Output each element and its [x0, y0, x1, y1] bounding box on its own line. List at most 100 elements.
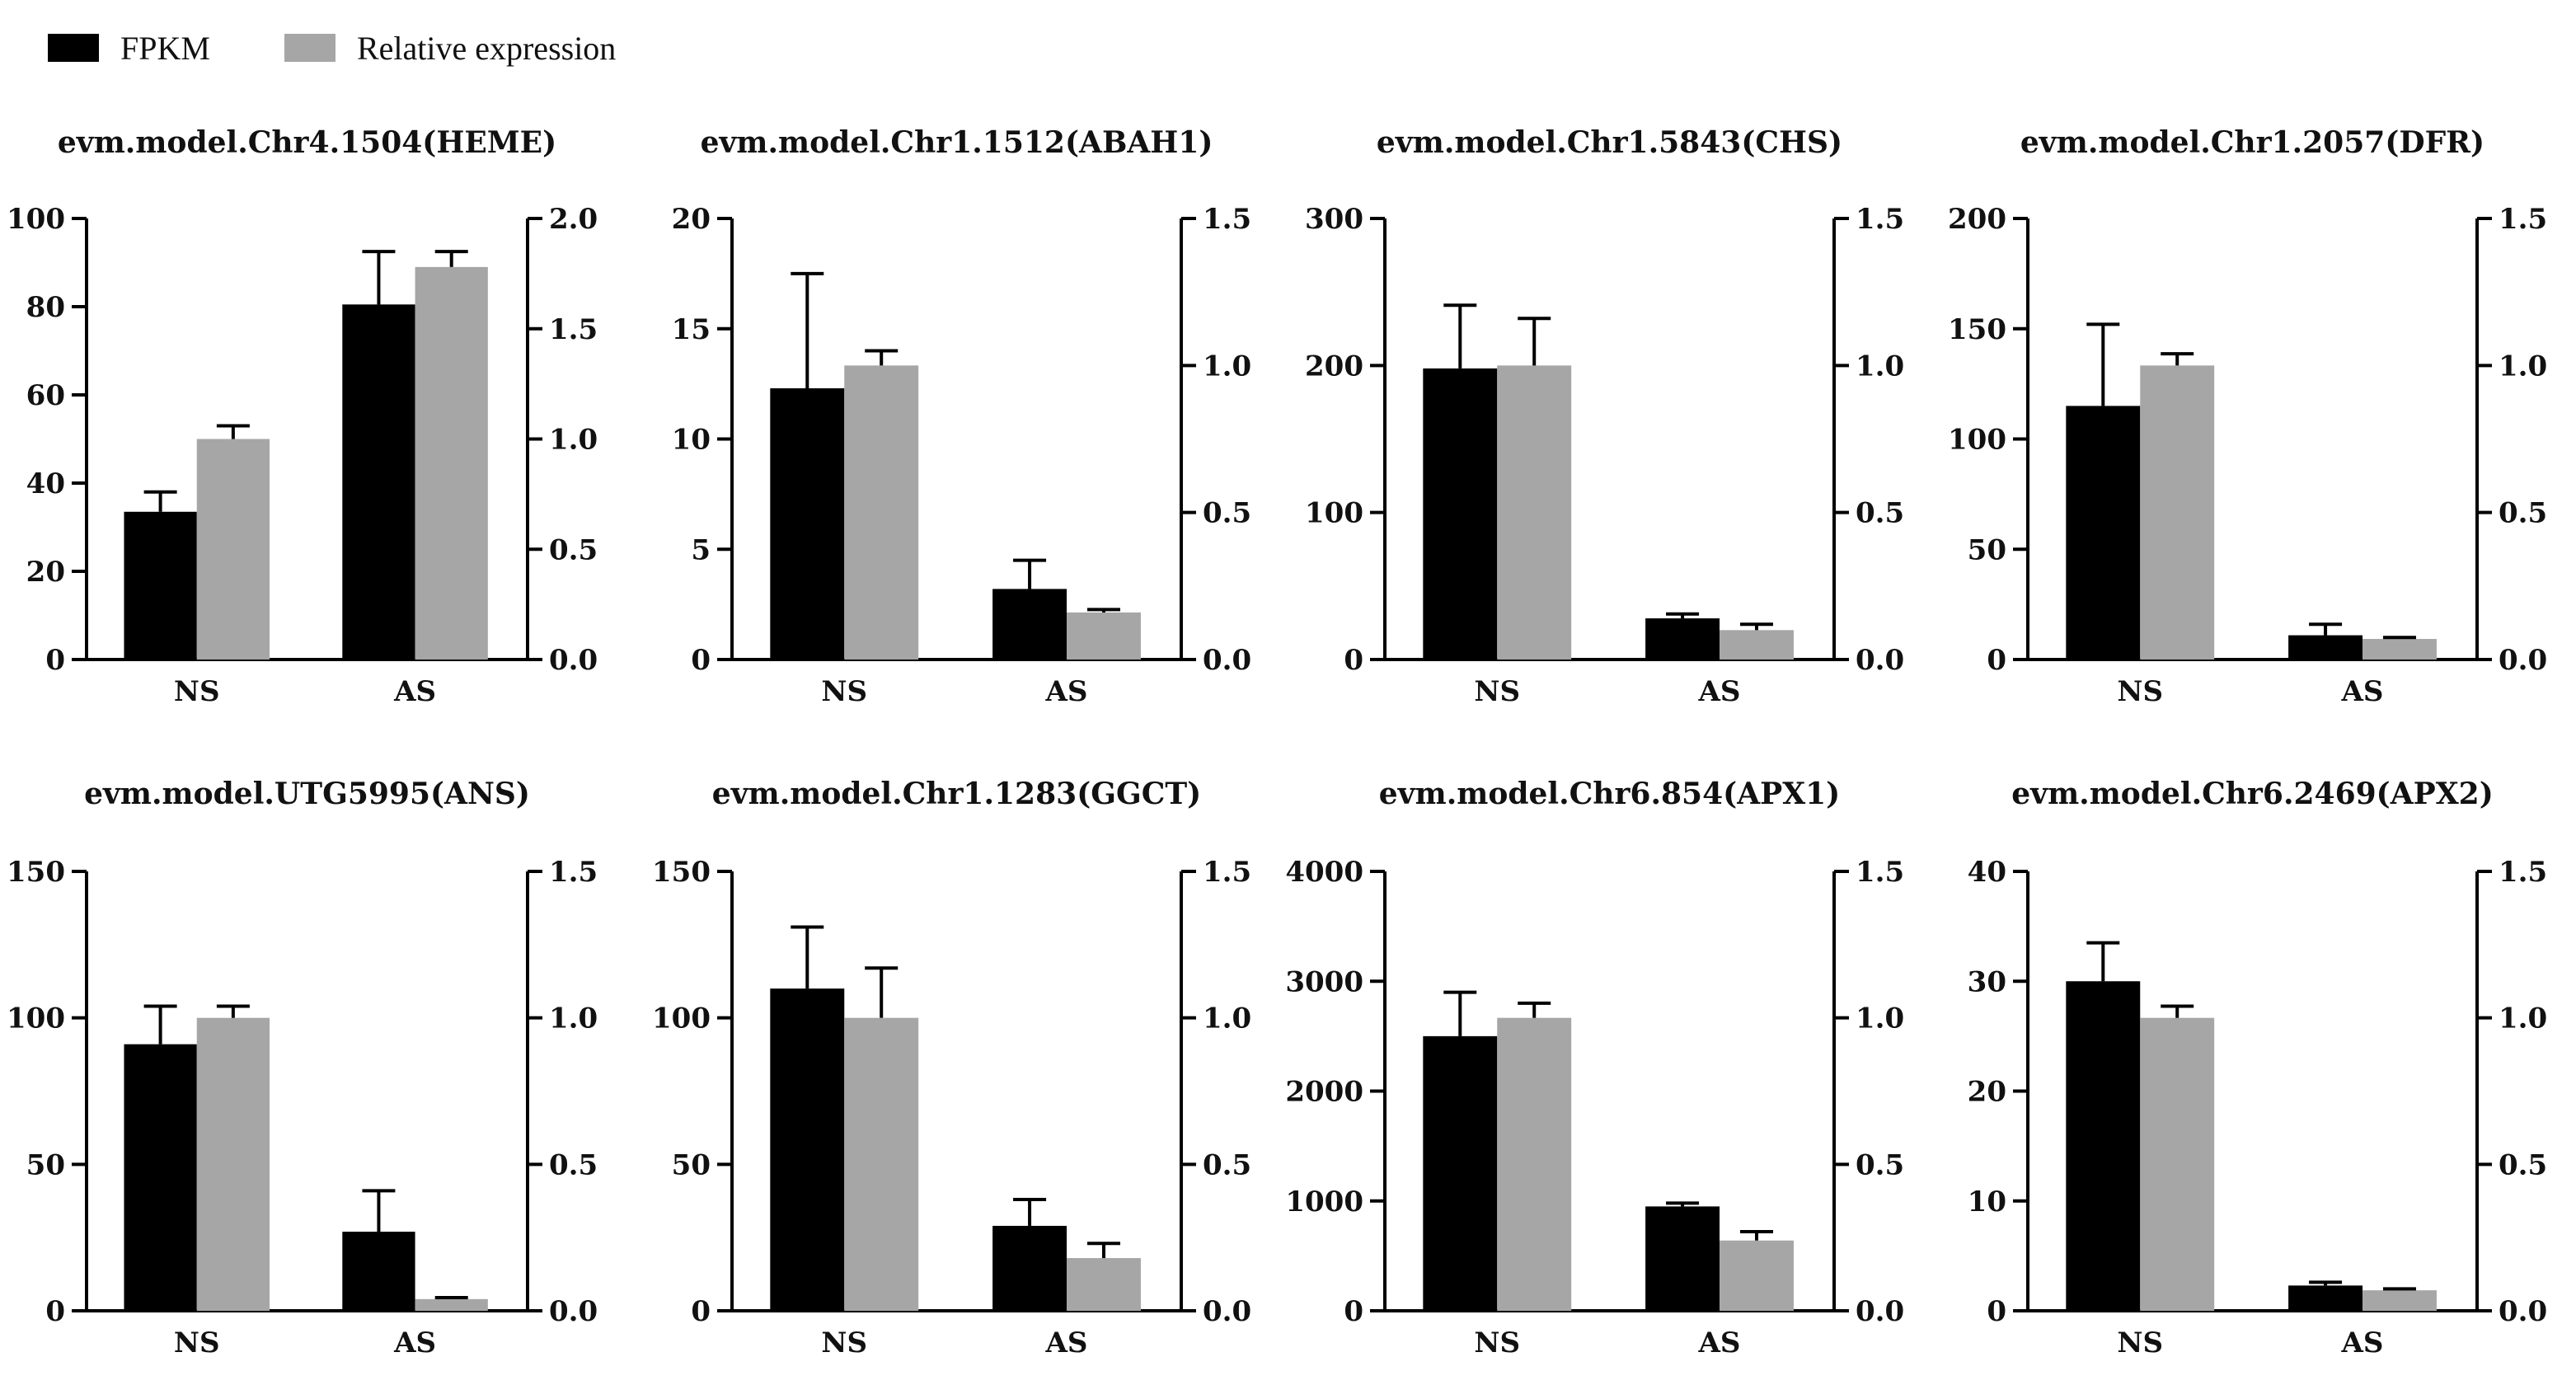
category-label: NS — [1474, 675, 1520, 708]
left-tick-label: 1000 — [1285, 1185, 1363, 1218]
bar-fpkm-as — [342, 304, 415, 660]
right-tick-label: 1.5 — [1203, 203, 1251, 236]
category-label: AS — [2341, 1326, 2384, 1359]
left-tick-label: 0 — [45, 644, 65, 677]
bar-fpkm-as — [2288, 1285, 2363, 1311]
bar-relative-expression-as — [2363, 639, 2437, 660]
left-tick-label: 100 — [1948, 424, 2006, 457]
left-tick-label: 50 — [1968, 533, 2006, 566]
right-tick-label: 1.0 — [1203, 350, 1251, 383]
legend: FPKM Relative expression — [48, 23, 616, 73]
left-tick-label: 100 — [1305, 497, 1363, 530]
right-tick-label: 1.0 — [549, 424, 598, 457]
right-tick-label: 1.5 — [2499, 856, 2547, 889]
right-tick-label: 1.5 — [1203, 856, 1251, 889]
left-tick-label: 5 — [691, 533, 711, 566]
chart-title: evm.model.Chr1.5843(CHS) — [1377, 125, 1842, 160]
bar-fpkm-ns — [2066, 406, 2141, 660]
left-tick-label: 150 — [7, 856, 65, 889]
bar-fpkm-as — [342, 1232, 415, 1311]
bar-relative-expression-as — [415, 266, 488, 660]
bar-relative-expression-ns — [844, 1017, 919, 1311]
right-tick-label: 1.5 — [1856, 856, 1904, 889]
category-label: AS — [393, 675, 436, 708]
category-label: AS — [1698, 1326, 1741, 1359]
right-tick-label: 1.5 — [549, 856, 598, 889]
right-tick-label: 0.5 — [1203, 497, 1251, 530]
bar-relative-expression-ns — [1497, 1017, 1572, 1311]
left-tick-label: 150 — [652, 856, 711, 889]
bar-relative-expression-as — [1067, 612, 1141, 660]
right-tick-label: 0.0 — [1856, 644, 1904, 677]
left-tick-label: 40 — [26, 467, 65, 500]
chart-title: evm.model.Chr1.1512(ABAH1) — [701, 125, 1213, 160]
right-tick-label: 1.5 — [2499, 203, 2547, 236]
bar-relative-expression-as — [2363, 1290, 2437, 1311]
left-tick-label: 4000 — [1285, 856, 1363, 889]
chart-panel-6: evm.model.Chr1.1283(GGCT) 0 50 100 150 0.0 0.5… — [652, 777, 1251, 1359]
bar-fpkm-as — [992, 589, 1067, 660]
bar-relative-expression-ns — [196, 1017, 270, 1311]
legend-label-relative-expression: Relative expression — [356, 29, 617, 67]
chart-title: evm.model.UTG5995(ANS) — [84, 777, 530, 811]
category-label: NS — [821, 675, 867, 708]
left-tick-label: 0 — [691, 644, 711, 677]
bar-fpkm-as — [1645, 1206, 1720, 1311]
category-label: NS — [174, 1326, 220, 1359]
chart-panel-3: evm.model.Chr1.5843(CHS) 0 100 200 300 0.0 0.5… — [1305, 125, 1904, 708]
right-tick-label: 1.0 — [1203, 1002, 1251, 1035]
chart-title: evm.model.Chr6.854(APX1) — [1379, 777, 1840, 811]
category-label: NS — [2117, 675, 2163, 708]
left-tick-label: 20 — [672, 203, 711, 236]
bar-relative-expression-as — [1720, 1240, 1794, 1311]
left-tick-label: 0 — [1987, 1295, 2006, 1328]
bar-relative-expression-ns — [2140, 1017, 2215, 1311]
chart-panel-4: evm.model.Chr1.2057(DFR) 0 50 100 150 200 0.0 0… — [1948, 125, 2547, 708]
category-label: AS — [1698, 675, 1741, 708]
bar-relative-expression-ns — [196, 439, 270, 660]
right-tick-label: 0.0 — [1203, 644, 1251, 677]
category-label: AS — [2341, 675, 2384, 708]
legend-label-fpkm: FPKM — [120, 29, 210, 67]
bar-fpkm-ns — [1423, 1035, 1498, 1311]
bar-fpkm-ns — [124, 1044, 197, 1311]
right-tick-label: 0.5 — [2499, 1148, 2547, 1181]
right-tick-label: 1.0 — [1856, 350, 1904, 383]
bar-relative-expression-ns — [844, 365, 919, 660]
left-tick-label: 15 — [672, 313, 711, 346]
left-tick-label: 100 — [7, 203, 65, 236]
left-tick-label: 2000 — [1285, 1076, 1363, 1109]
bar-relative-expression-ns — [2140, 365, 2215, 660]
bar-relative-expression-as — [1720, 630, 1794, 660]
right-tick-label: 0.0 — [549, 644, 598, 677]
chart-panel-1: evm.model.Chr4.1504(HEME) 0 20 40 60 80 100 0.0… — [7, 125, 598, 708]
category-label: NS — [1474, 1326, 1520, 1359]
left-tick-label: 60 — [26, 379, 65, 412]
right-tick-label: 1.0 — [1856, 1002, 1904, 1035]
right-tick-label: 0.5 — [2499, 497, 2547, 530]
bar-fpkm-ns — [124, 511, 197, 660]
left-tick-label: 100 — [652, 1002, 711, 1035]
bar-fpkm-ns — [1423, 368, 1498, 660]
right-tick-label: 0.5 — [549, 1148, 598, 1181]
category-label: AS — [393, 1326, 436, 1359]
left-tick-label: 0 — [1344, 644, 1363, 677]
left-tick-label: 50 — [26, 1148, 65, 1181]
left-tick-label: 50 — [672, 1148, 711, 1181]
bar-fpkm-as — [992, 1225, 1067, 1311]
right-tick-label: 0.5 — [1203, 1148, 1251, 1181]
left-tick-label: 80 — [26, 291, 65, 324]
left-tick-label: 100 — [7, 1002, 65, 1035]
category-label: NS — [821, 1326, 867, 1359]
left-tick-label: 0 — [1344, 1295, 1363, 1328]
chart-panel-5: evm.model.UTG5995(ANS) 0 50 100 150 0.0 0.5 1.0… — [7, 777, 598, 1359]
category-label: AS — [1045, 675, 1088, 708]
bar-fpkm-ns — [770, 387, 845, 660]
left-tick-label: 300 — [1305, 203, 1363, 236]
left-tick-label: 10 — [1968, 1185, 2006, 1218]
legend-item-relative-expression[interactable]: Relative expression — [284, 29, 616, 68]
right-tick-label: 1.0 — [2499, 1002, 2547, 1035]
legend-item-fpkm[interactable]: FPKM — [48, 29, 210, 68]
right-tick-label: 0.0 — [1203, 1295, 1251, 1328]
